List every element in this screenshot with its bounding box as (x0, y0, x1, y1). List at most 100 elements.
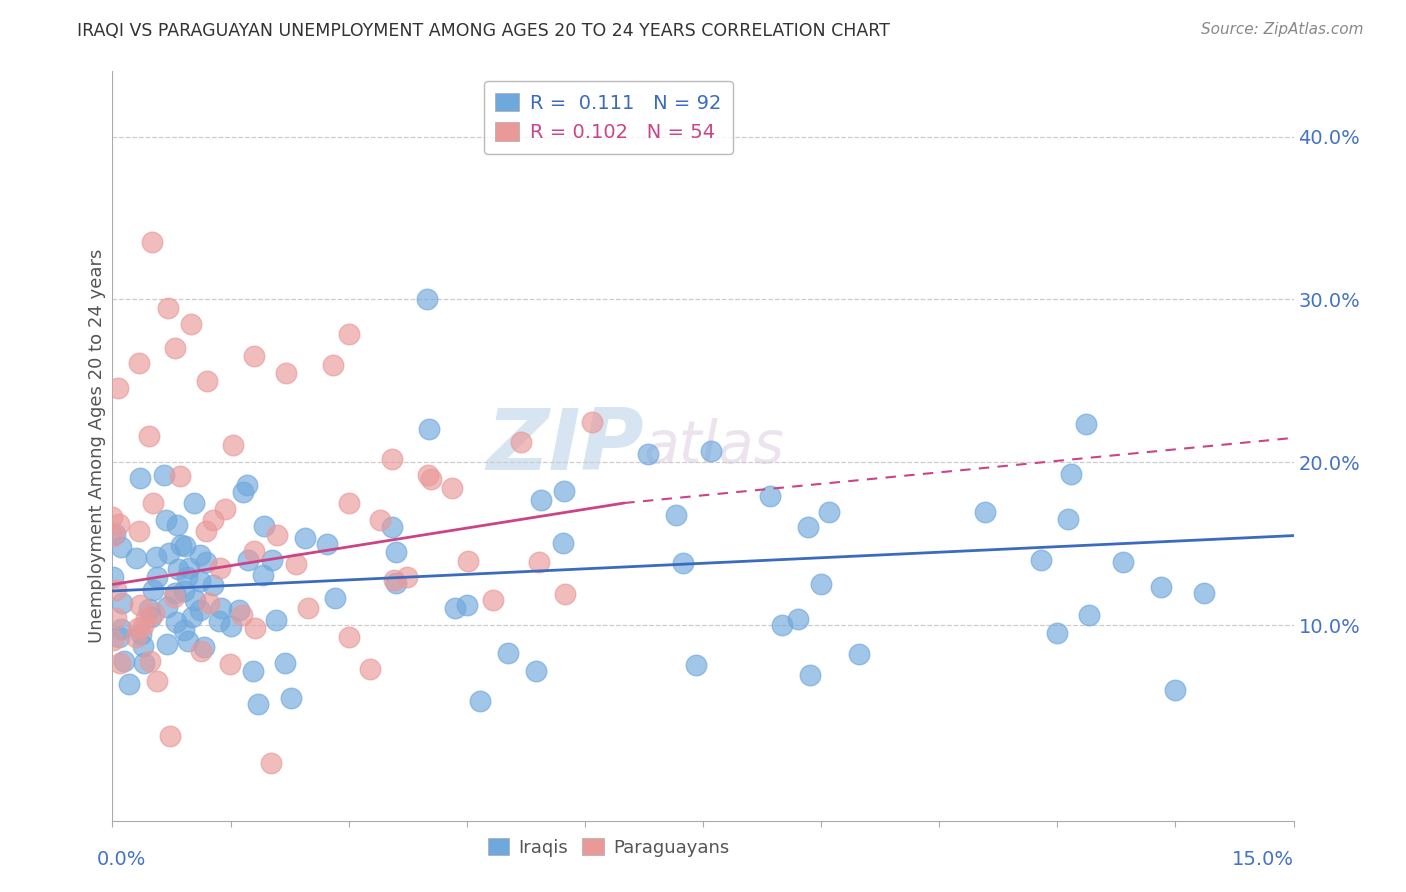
Point (129, 626, 152, 640)
Point (316, 537, 339, 551)
Point (797, 520, 820, 534)
Point (236, 553, 259, 567)
Point (103, 632, 125, 647)
Point (385, 575, 408, 590)
Point (322, 358, 344, 372)
Point (247, 697, 270, 711)
Point (177, 634, 200, 648)
Point (155, 513, 177, 527)
Point (252, 568, 274, 582)
Point (193, 640, 215, 654)
Point (188, 548, 211, 562)
Point (384, 545, 406, 559)
Point (260, 756, 283, 770)
Point (222, 438, 245, 452)
Point (163, 590, 186, 604)
Point (456, 598, 478, 612)
Point (156, 301, 179, 315)
Point (243, 621, 266, 635)
Point (323, 591, 346, 606)
Point (173, 623, 195, 637)
Point (166, 518, 188, 533)
Point (700, 444, 723, 458)
Point (810, 577, 832, 591)
Point (232, 484, 254, 499)
Point (214, 501, 236, 516)
Point (1112, 555, 1135, 569)
Point (209, 601, 232, 615)
Point (141, 235, 163, 250)
Point (685, 658, 707, 673)
Point (253, 518, 276, 533)
Point (416, 293, 439, 307)
Point (974, 505, 997, 519)
Point (198, 596, 221, 610)
Point (176, 570, 198, 584)
Point (243, 350, 266, 364)
Point (457, 554, 479, 568)
Point (202, 513, 225, 527)
Point (180, 317, 202, 331)
Point (209, 560, 232, 574)
Point (637, 447, 659, 461)
Point (339, 630, 361, 644)
Point (420, 472, 443, 486)
Text: IRAQI VS PARAGUAYAN UNEMPLOYMENT AMONG AGES 20 TO 24 YEARS CORRELATION CHART: IRAQI VS PARAGUAYAN UNEMPLOYMENT AMONG A… (77, 22, 890, 40)
Point (156, 636, 179, 650)
Point (382, 574, 405, 588)
Point (581, 415, 603, 429)
Point (104, 611, 127, 625)
Point (142, 582, 165, 597)
Legend: Iraqis, Paraguayans: Iraqis, Paraguayans (481, 830, 737, 864)
Point (183, 495, 205, 509)
Point (510, 435, 533, 450)
Point (368, 513, 391, 527)
Point (498, 647, 520, 661)
Point (138, 601, 160, 615)
Point (145, 549, 167, 564)
Text: 0.0%: 0.0% (97, 850, 146, 869)
Point (165, 586, 187, 600)
Point (665, 508, 688, 522)
Point (174, 539, 197, 553)
Point (297, 600, 319, 615)
Point (112, 654, 135, 668)
Point (1057, 512, 1080, 526)
Point (138, 654, 160, 668)
Point (219, 657, 242, 671)
Point (195, 555, 218, 569)
Point (274, 657, 297, 671)
Point (444, 601, 467, 615)
Point (127, 622, 149, 636)
Point (135, 611, 157, 625)
Point (129, 598, 152, 612)
Point (359, 662, 381, 676)
Point (139, 610, 162, 624)
Point (231, 607, 253, 622)
Point (165, 615, 187, 629)
Point (274, 366, 297, 380)
Point (468, 694, 491, 708)
Point (107, 381, 129, 395)
Point (818, 505, 841, 519)
Point (173, 584, 195, 599)
Point (1078, 607, 1101, 622)
Point (195, 524, 218, 539)
Point (228, 603, 250, 617)
Point (188, 574, 211, 588)
Point (104, 582, 127, 597)
Point (118, 677, 141, 691)
Text: ZIP: ZIP (486, 404, 644, 488)
Point (104, 527, 127, 541)
Point (101, 509, 124, 524)
Point (441, 481, 464, 495)
Point (195, 374, 218, 388)
Point (179, 561, 201, 575)
Point (183, 593, 205, 607)
Point (337, 326, 360, 341)
Point (143, 606, 166, 620)
Point (524, 664, 547, 678)
Point (280, 691, 302, 706)
Point (1046, 626, 1069, 640)
Y-axis label: Unemployment Among Ages 20 to 24 years: Unemployment Among Ages 20 to 24 years (87, 249, 105, 643)
